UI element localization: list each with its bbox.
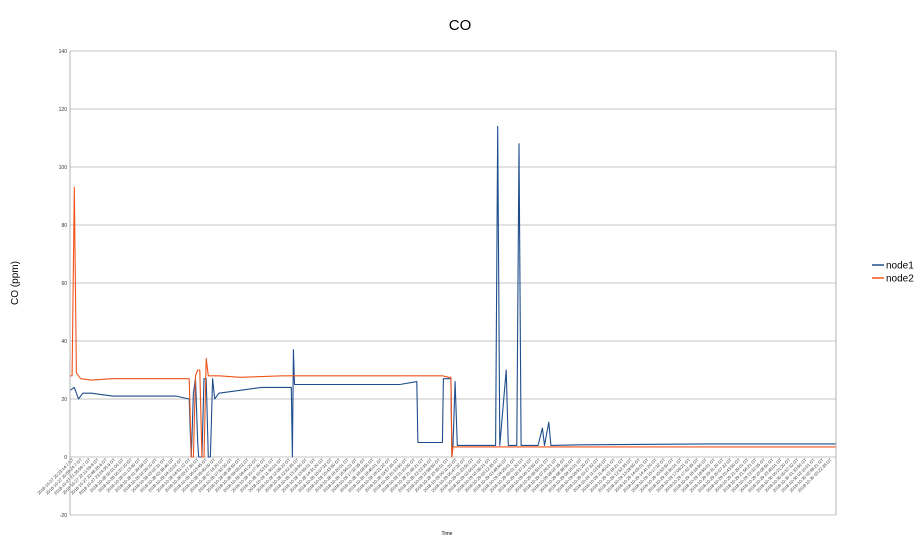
- y-axis-label: CO (ppm): [10, 261, 21, 305]
- y-tick-label: 20: [61, 397, 67, 403]
- y-tick-label: 80: [61, 223, 67, 229]
- y-tick-label: 100: [59, 165, 68, 171]
- y-tick-label: 0: [64, 455, 67, 461]
- legend: node1 node2: [872, 261, 914, 285]
- legend-label-node1: node1: [886, 261, 914, 272]
- y-axis-ticks: -20 0 20 40 60 80 100 120 140: [59, 49, 68, 519]
- chart-title: CO: [449, 17, 472, 34]
- y-tick-label: 140: [59, 49, 68, 55]
- y-tick-label: 60: [61, 281, 67, 287]
- grid-lines: [70, 50, 836, 516]
- series-line-node1: [69, 125, 836, 458]
- series-line-node2: [70, 186, 836, 458]
- series-lines: [69, 125, 836, 458]
- y-tick-label: 120: [59, 107, 68, 113]
- legend-label-node2: node2: [886, 274, 914, 285]
- x-axis-label: Time: [442, 531, 453, 537]
- y-tick-label: -20: [60, 513, 67, 519]
- y-tick-label: 40: [61, 339, 67, 345]
